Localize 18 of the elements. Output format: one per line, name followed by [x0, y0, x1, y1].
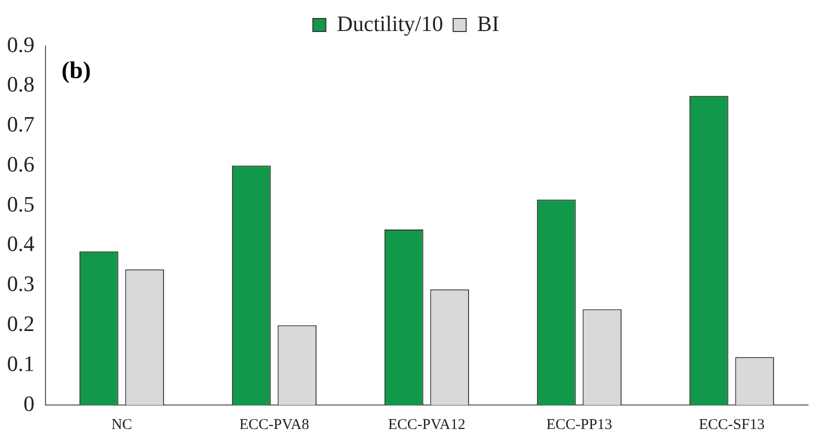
x-tick-label: NC — [111, 416, 132, 433]
annotation: (b) — [62, 58, 91, 84]
x-tick-label: ECC-SF13 — [698, 416, 765, 433]
y-tick-label: 0.7 — [7, 112, 34, 137]
legend-label: BI — [477, 10, 500, 36]
y-tick-label: 0.1 — [7, 350, 34, 376]
y-tick-label: 0.4 — [7, 231, 34, 256]
y-tick-label: 0 — [24, 390, 34, 416]
x-tick-label: ECC-PVA12 — [388, 416, 466, 433]
x-tick-label: ECC-PP13 — [546, 416, 612, 433]
y-tick-label: 0.6 — [7, 151, 34, 176]
y-tick-label: 0.5 — [7, 191, 34, 216]
y-tick-label: 0.3 — [7, 271, 34, 296]
y-tick-label: 0.2 — [7, 311, 34, 336]
y-tick-label: 0.8 — [7, 72, 34, 97]
legend-label: Ductility/10 — [336, 10, 444, 36]
y-tick-label: 0.9 — [7, 32, 34, 57]
x-tick-label: ECC-PVA8 — [239, 416, 310, 433]
